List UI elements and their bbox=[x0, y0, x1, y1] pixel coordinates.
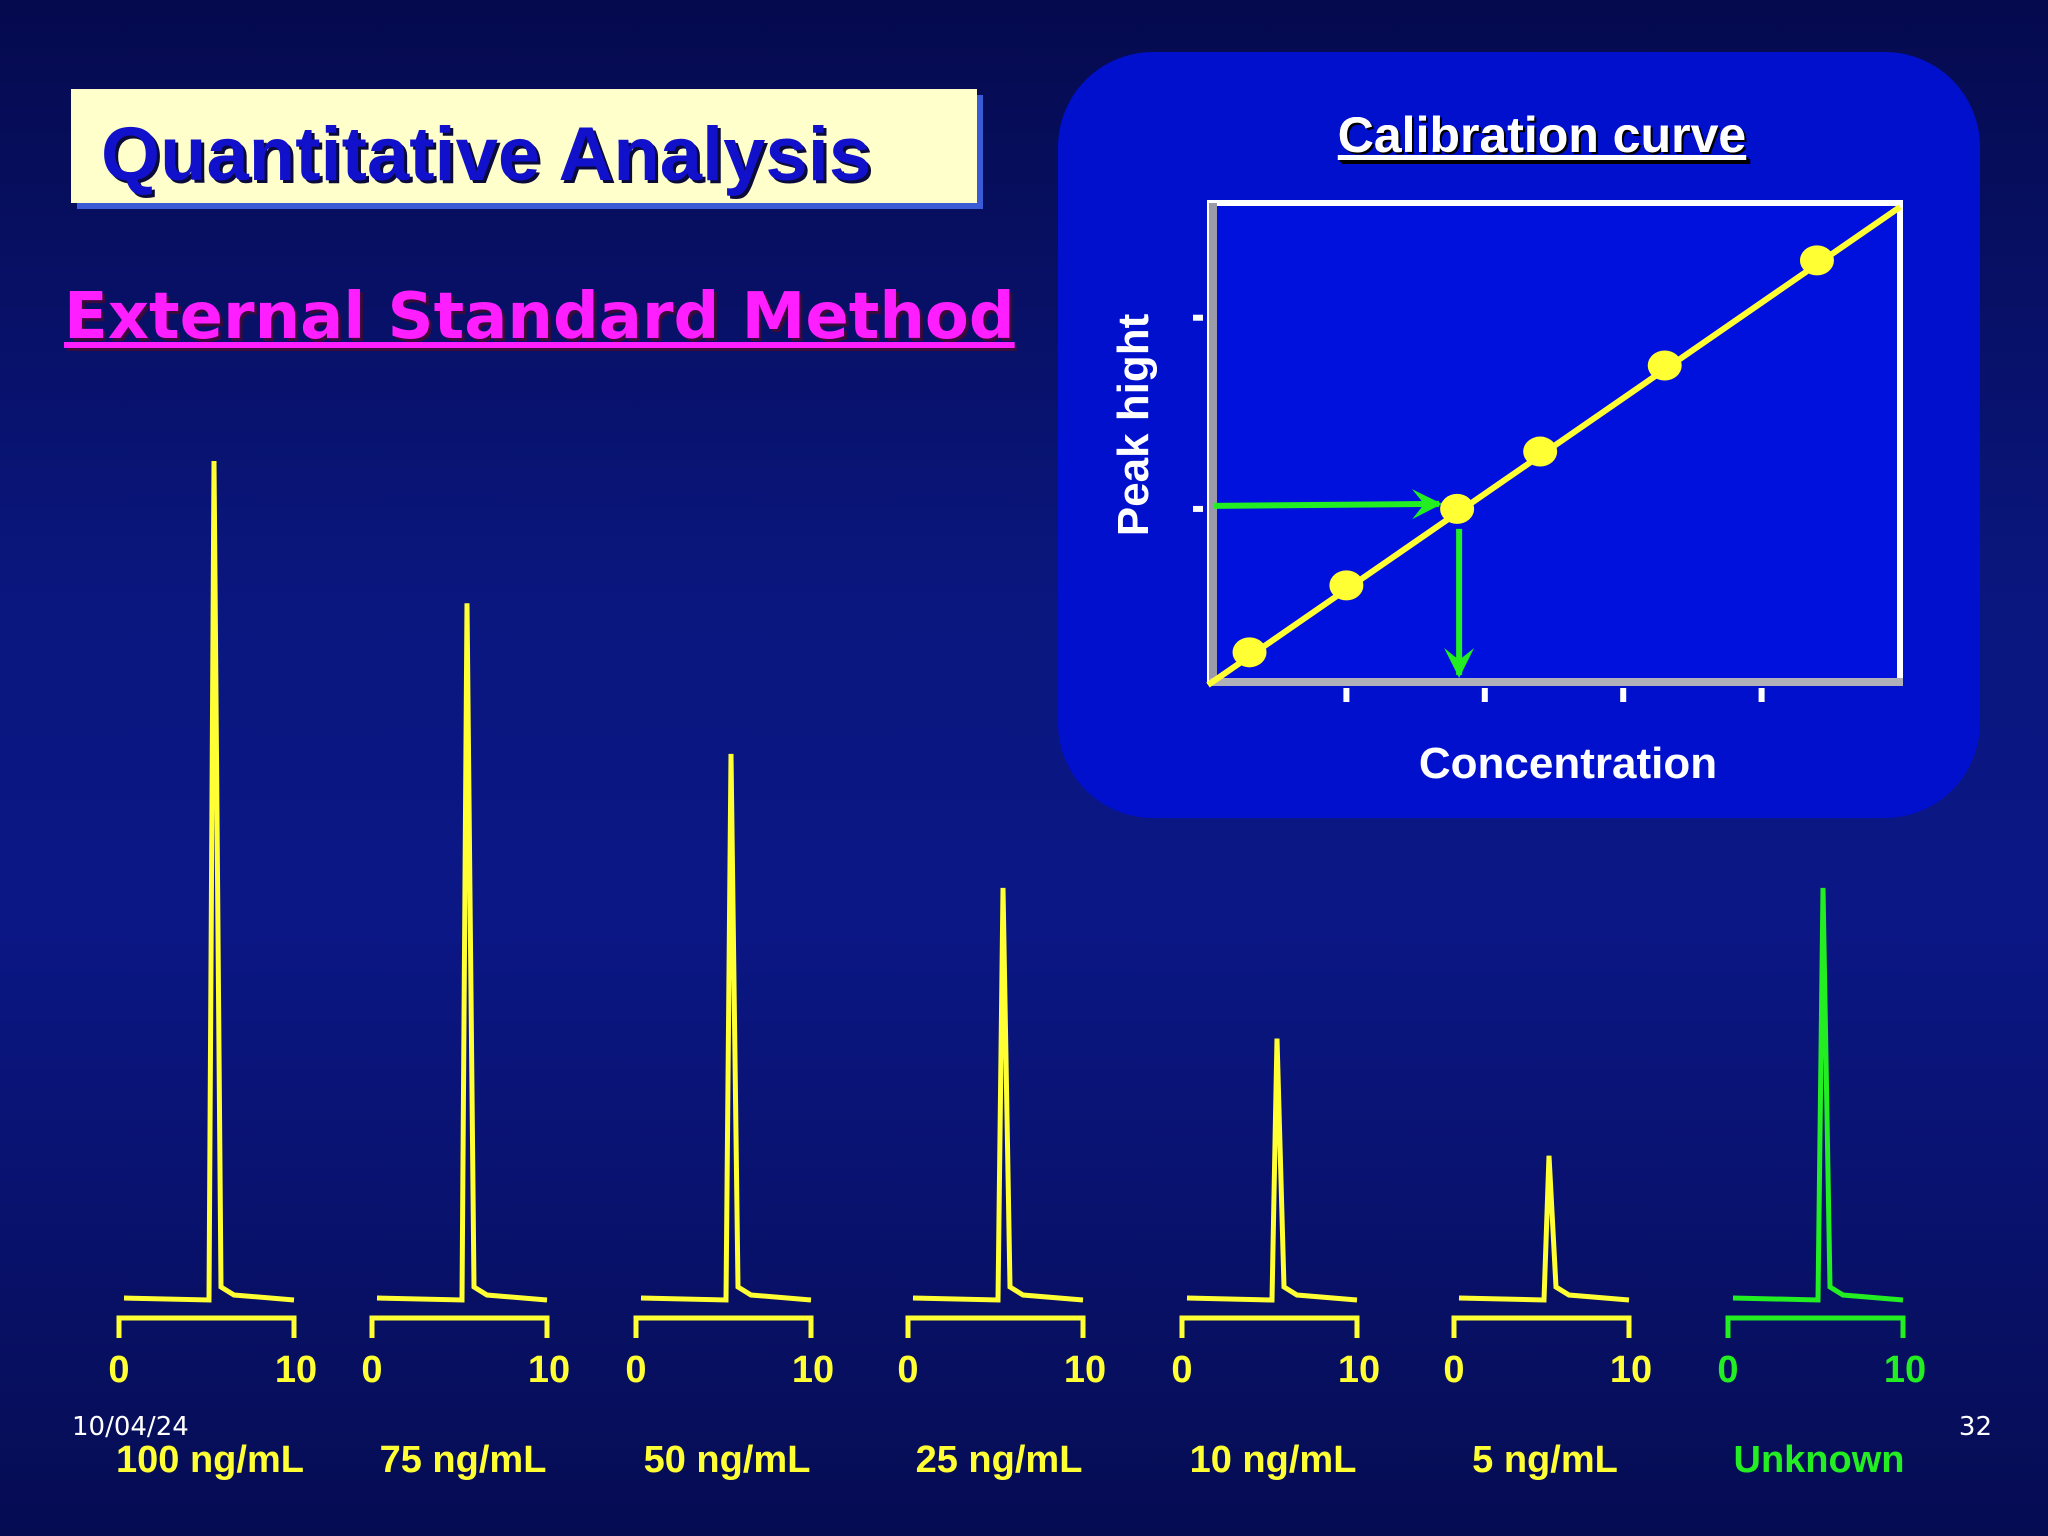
unknown-lookup bbox=[1213, 489, 1475, 678]
slide-subtitle: External Standard Method bbox=[64, 280, 1015, 354]
chromatogram: 0 10 Unknown bbox=[1717, 887, 1926, 1481]
tick-label-start: 0 bbox=[625, 1349, 646, 1391]
calibration-plot bbox=[1193, 200, 1903, 702]
calibration-title: Calibration curve bbox=[1338, 107, 1746, 163]
chromatogram: 0 10 25 ng/mL bbox=[897, 887, 1106, 1481]
page-number: 32 bbox=[1958, 1412, 1992, 1442]
series-label: 75 ng/mL bbox=[380, 1439, 547, 1481]
chromatogram: 0 10 100 ng/mL bbox=[108, 460, 317, 1481]
chromatogram-trace bbox=[912, 887, 1084, 1303]
footer-date: 10/04/24 bbox=[72, 1412, 189, 1442]
tick-label-end: 10 bbox=[1884, 1349, 1926, 1391]
tick-label-end: 10 bbox=[1064, 1349, 1106, 1391]
tick-label-start: 0 bbox=[897, 1349, 918, 1391]
lookup-arrow-horizontal bbox=[1213, 489, 1443, 520]
time-axis bbox=[633, 1315, 814, 1338]
chromatogram-trace bbox=[1732, 887, 1904, 1303]
chromatogram-trace bbox=[1186, 1038, 1358, 1303]
slide-title: Quantitative Analysis bbox=[101, 112, 872, 197]
x-axis-label: Concentration bbox=[1419, 739, 1717, 788]
series-label: 5 ng/mL bbox=[1472, 1439, 1618, 1481]
calibration-point bbox=[1232, 637, 1267, 668]
series-label: 10 ng/mL bbox=[1190, 1439, 1357, 1481]
tick-label-start: 0 bbox=[1171, 1349, 1192, 1391]
calibration-point bbox=[1647, 350, 1682, 381]
axis-ticks bbox=[1193, 314, 1765, 702]
time-axis bbox=[1179, 1315, 1360, 1338]
tick-label-start: 0 bbox=[1717, 1349, 1738, 1391]
calibration-point bbox=[1440, 493, 1475, 524]
tick-label-end: 10 bbox=[275, 1349, 317, 1391]
chromatogram: 0 10 10 ng/mL bbox=[1171, 1038, 1380, 1481]
tick-label-end: 10 bbox=[1610, 1349, 1652, 1391]
chromatogram-trace bbox=[640, 753, 812, 1303]
calibration-point bbox=[1329, 570, 1364, 601]
chromatogram: 0 10 75 ng/mL bbox=[361, 603, 570, 1481]
tick-label-start: 0 bbox=[108, 1349, 129, 1391]
y-axis-label: Peak hight bbox=[1109, 313, 1158, 536]
time-axis bbox=[905, 1315, 1086, 1338]
series-label: 25 ng/mL bbox=[916, 1439, 1083, 1481]
series-label: 50 ng/mL bbox=[644, 1439, 811, 1481]
calibration-point bbox=[1523, 436, 1558, 467]
tick-label-end: 10 bbox=[1338, 1349, 1380, 1391]
tick-label-start: 0 bbox=[1443, 1349, 1464, 1391]
calibration-point bbox=[1799, 245, 1834, 276]
tick-label-start: 0 bbox=[361, 1349, 382, 1391]
tick-label-end: 10 bbox=[792, 1349, 834, 1391]
calibration-points bbox=[1232, 245, 1834, 668]
chromatogram: 0 10 50 ng/mL bbox=[625, 753, 834, 1481]
title-box: Quantitative Analysis bbox=[71, 89, 977, 203]
chromatogram-trace bbox=[1458, 1155, 1630, 1303]
time-axis bbox=[116, 1315, 297, 1338]
tick-label-end: 10 bbox=[528, 1349, 570, 1391]
time-axis bbox=[1725, 1315, 1906, 1338]
chromatograms: 0 10 100 ng/mL 0 10 75 ng/mL 0 10 50 ng/mL 0 10 25 … bbox=[108, 460, 1926, 1481]
time-axis bbox=[369, 1315, 550, 1338]
series-label: Unknown bbox=[1734, 1439, 1905, 1481]
chromatogram-trace bbox=[376, 603, 548, 1303]
time-axis bbox=[1451, 1315, 1632, 1338]
chromatogram-trace bbox=[123, 460, 295, 1303]
series-label: 100 ng/mL bbox=[116, 1439, 304, 1481]
chromatogram: 0 10 5 ng/mL bbox=[1443, 1155, 1652, 1481]
